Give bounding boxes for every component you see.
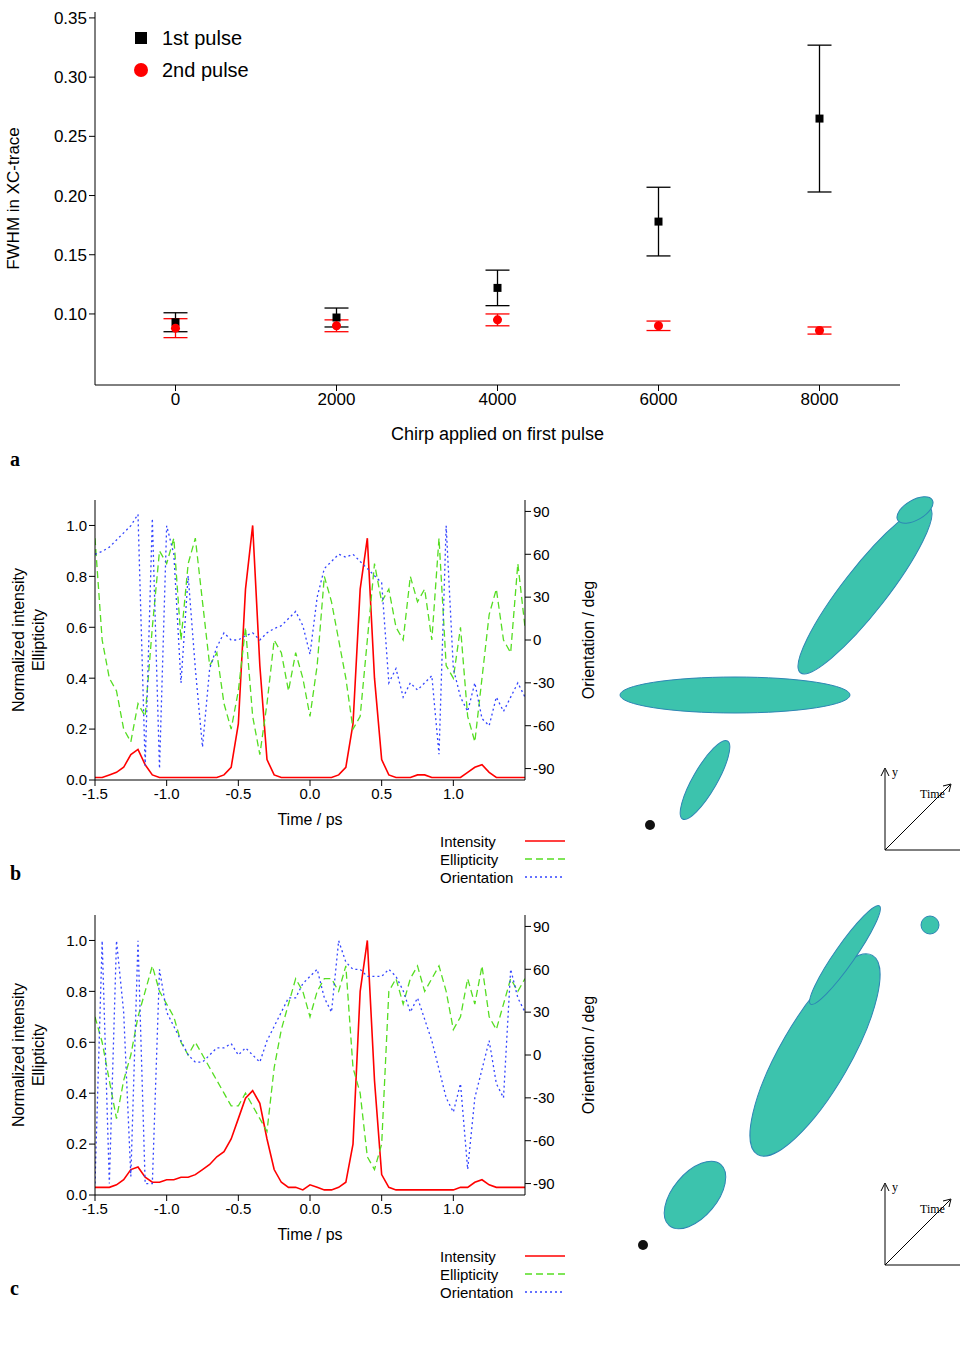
html-text:Orientation: Orientation	[440, 1283, 514, 1301]
svg-text:-1.5: -1.5	[82, 784, 108, 802]
svg-text:0.35: 0.35	[54, 9, 87, 28]
svg-text:Ellipticity: Ellipticity	[30, 609, 47, 671]
svg-text:0.6: 0.6	[66, 1034, 87, 1051]
svg-text:0.5: 0.5	[371, 785, 392, 802]
html-text:Intensity: Intensity	[440, 1247, 496, 1265]
html-text:2nd pulse: 2nd pulse	[162, 58, 249, 81]
svg-text:0.2: 0.2	[66, 720, 87, 737]
svg-text:0.5: 0.5	[371, 1200, 392, 1217]
svg-text:1.0: 1.0	[66, 932, 87, 949]
svg-text:0.8: 0.8	[66, 983, 87, 1000]
svg-text:-30: -30	[533, 674, 555, 691]
svg-text:-1.0: -1.0	[154, 1200, 180, 1217]
html-text:Ellipticity: Ellipticity	[440, 850, 499, 868]
svg-text:0.30: 0.30	[54, 68, 87, 87]
svg-text:Time: Time	[920, 1202, 945, 1216]
svg-text:4000: 4000	[479, 390, 517, 409]
svg-text:8000: 8000	[801, 390, 839, 409]
svg-text:2000: 2000	[318, 390, 356, 409]
svg-text:0: 0	[533, 1046, 541, 1063]
svg-text:1.0: 1.0	[443, 1200, 464, 1217]
svg-text:0.15: 0.15	[54, 246, 87, 265]
svg-text:30: 30	[533, 1003, 550, 1020]
html-text:a: a	[10, 448, 20, 470]
html-text:Ellipticity: Ellipticity	[440, 1265, 499, 1283]
svg-text:0.10: 0.10	[54, 305, 87, 324]
svg-text:0.0: 0.0	[300, 1200, 321, 1217]
svg-text:0.20: 0.20	[54, 187, 87, 206]
svg-text:0.0: 0.0	[300, 785, 321, 802]
svg-text:0.4: 0.4	[66, 1085, 87, 1102]
svg-text:Time: Time	[920, 787, 945, 801]
svg-text:-30: -30	[533, 1089, 555, 1106]
svg-text:0.25: 0.25	[54, 127, 87, 146]
html-text:1st pulse: 1st pulse	[162, 26, 243, 49]
svg-text:0.0: 0.0	[66, 771, 87, 788]
svg-text:Orientation / deg: Orientation / deg	[580, 581, 597, 699]
svg-text:-0.5: -0.5	[225, 785, 251, 802]
svg-text:60: 60	[533, 961, 550, 978]
svg-text:0: 0	[533, 631, 541, 648]
svg-text:0: 0	[171, 390, 180, 409]
svg-text:y: y	[892, 765, 898, 779]
svg-text:90: 90	[533, 918, 550, 935]
svg-text:-90: -90	[533, 760, 555, 777]
svg-text:-0.5: -0.5	[225, 1200, 251, 1217]
html-text:Intensity: Intensity	[440, 832, 496, 850]
svg-text:-1.5: -1.5	[82, 1199, 108, 1217]
html-text:b: b	[10, 862, 22, 884]
svg-text:Time / ps: Time / ps	[277, 811, 342, 828]
svg-text:-60: -60	[533, 1132, 555, 1149]
svg-text:y: y	[892, 1180, 898, 1194]
svg-text:0.0: 0.0	[66, 1186, 87, 1203]
svg-text:Ellipticity: Ellipticity	[30, 1024, 47, 1086]
html-text:c: c	[10, 1277, 19, 1299]
svg-text:Chirp applied on first pulse: Chirp applied on first pulse	[391, 424, 604, 444]
svg-text:0.2: 0.2	[66, 1135, 87, 1152]
svg-text:0.8: 0.8	[66, 568, 87, 585]
svg-text:0.4: 0.4	[66, 670, 87, 687]
svg-text:30: 30	[533, 588, 550, 605]
html-text:Orientation: Orientation	[440, 868, 514, 886]
svg-text:Time / ps: Time / ps	[277, 1226, 342, 1243]
svg-text:Orientation / deg: Orientation / deg	[580, 996, 597, 1114]
svg-text:90: 90	[533, 503, 550, 520]
svg-text:-90: -90	[533, 1175, 555, 1192]
svg-text:6000: 6000	[640, 390, 678, 409]
svg-text:Normalized intensity: Normalized intensity	[10, 568, 27, 712]
svg-text:Normalized intensity: Normalized intensity	[10, 983, 27, 1127]
svg-text:0.6: 0.6	[66, 619, 87, 636]
svg-text:1.0: 1.0	[66, 517, 87, 534]
svg-text:FWHM in XC-trace: FWHM in XC-trace	[4, 127, 23, 270]
svg-text:1.0: 1.0	[443, 785, 464, 802]
svg-text:60: 60	[533, 546, 550, 563]
svg-text:-60: -60	[533, 717, 555, 734]
svg-text:-1.0: -1.0	[154, 785, 180, 802]
